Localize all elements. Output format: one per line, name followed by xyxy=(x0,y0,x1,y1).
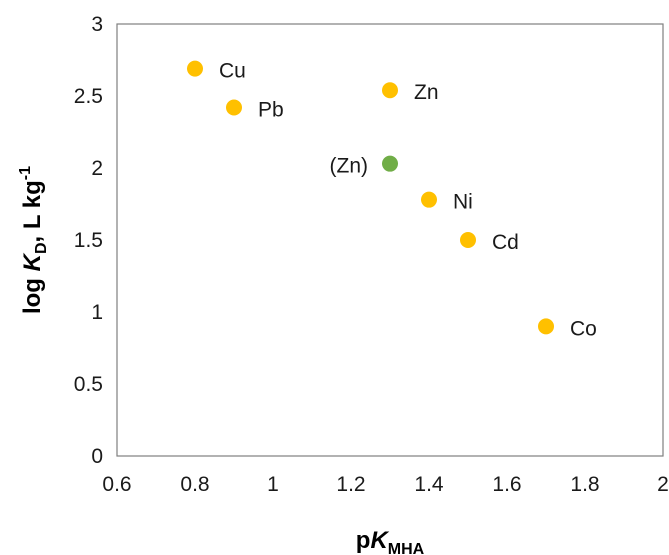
x-tick-label: 1.2 xyxy=(336,473,365,496)
data-label: Cd xyxy=(492,231,519,254)
data-point-pb xyxy=(226,99,242,116)
data-point-zn-alt xyxy=(382,155,398,172)
x-tick-label: 0.6 xyxy=(102,473,131,496)
data-point-co xyxy=(538,318,554,335)
y-tick-label: 1.5 xyxy=(74,229,103,252)
x-tick-label: 1.6 xyxy=(492,473,521,496)
y-tick-label: 3 xyxy=(91,13,103,36)
y-tick-label: 2 xyxy=(91,157,103,180)
x-axis-title: pKMHA xyxy=(356,527,425,555)
x-tick-labels: 0.6 0.8 1 1.2 1.4 1.6 1.8 2 xyxy=(102,473,668,496)
x-tick-label: 1 xyxy=(267,473,279,496)
data-point-ni xyxy=(421,191,437,208)
y-tick-label: 2.5 xyxy=(74,85,103,108)
x-tick-label: 1.4 xyxy=(414,473,444,496)
data-point-cd xyxy=(460,232,476,248)
x-tick-label: 0.8 xyxy=(180,473,209,496)
data-label: Cu xyxy=(219,60,246,83)
data-point-zn xyxy=(382,82,398,99)
x-tick-label: 1.8 xyxy=(570,473,599,496)
data-label: Pb xyxy=(258,99,284,122)
data-label: Co xyxy=(570,317,597,340)
y-axis-title: log KD, L kg-1 xyxy=(17,166,50,314)
y-tick-labels: 0 0.5 1 1.5 2 2.5 3 xyxy=(74,13,103,468)
data-label: Ni xyxy=(453,191,473,214)
data-points: Cu Pb Zn (Zn) Ni Cd Co xyxy=(187,60,597,340)
y-tick-label: 0 xyxy=(91,445,103,468)
x-tick-label: 2 xyxy=(657,473,669,496)
data-point-cu xyxy=(187,60,203,77)
y-tick-label: 0.5 xyxy=(74,373,103,396)
y-tick-label: 1 xyxy=(91,301,103,324)
data-label: Zn xyxy=(414,81,439,104)
data-label: (Zn) xyxy=(330,155,369,178)
